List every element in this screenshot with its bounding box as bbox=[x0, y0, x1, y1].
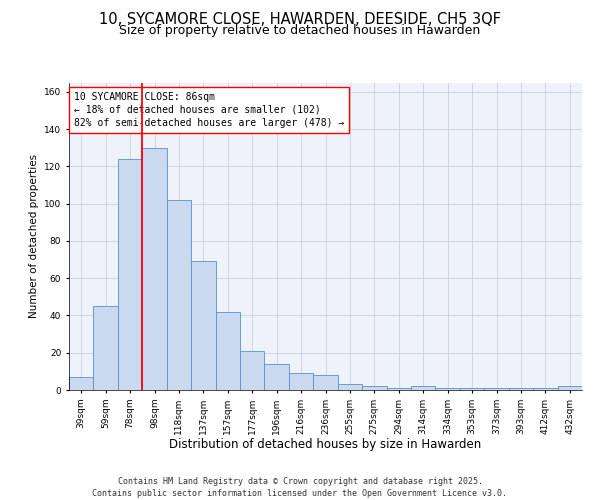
Text: 10, SYCAMORE CLOSE, HAWARDEN, DEESIDE, CH5 3QF: 10, SYCAMORE CLOSE, HAWARDEN, DEESIDE, C… bbox=[99, 12, 501, 28]
Bar bbox=[142, 148, 167, 390]
Bar bbox=[411, 386, 436, 390]
Text: Size of property relative to detached houses in Hawarden: Size of property relative to detached ho… bbox=[119, 24, 481, 37]
Bar bbox=[509, 388, 533, 390]
Bar bbox=[289, 373, 313, 390]
Bar bbox=[484, 388, 509, 390]
Bar bbox=[436, 388, 460, 390]
Text: 10 SYCAMORE CLOSE: 86sqm
← 18% of detached houses are smaller (102)
82% of semi-: 10 SYCAMORE CLOSE: 86sqm ← 18% of detach… bbox=[74, 92, 344, 128]
Bar bbox=[557, 386, 582, 390]
Bar bbox=[167, 200, 191, 390]
Bar bbox=[265, 364, 289, 390]
Bar bbox=[240, 351, 265, 390]
Bar bbox=[191, 262, 215, 390]
X-axis label: Distribution of detached houses by size in Hawarden: Distribution of detached houses by size … bbox=[169, 438, 482, 451]
Bar bbox=[460, 388, 484, 390]
Bar bbox=[533, 388, 557, 390]
Bar bbox=[313, 375, 338, 390]
Bar bbox=[362, 386, 386, 390]
Bar bbox=[94, 306, 118, 390]
Text: Contains HM Land Registry data © Crown copyright and database right 2025.
Contai: Contains HM Land Registry data © Crown c… bbox=[92, 476, 508, 498]
Bar bbox=[69, 377, 94, 390]
Bar bbox=[215, 312, 240, 390]
Bar bbox=[386, 388, 411, 390]
Y-axis label: Number of detached properties: Number of detached properties bbox=[29, 154, 38, 318]
Bar bbox=[118, 159, 142, 390]
Bar bbox=[338, 384, 362, 390]
